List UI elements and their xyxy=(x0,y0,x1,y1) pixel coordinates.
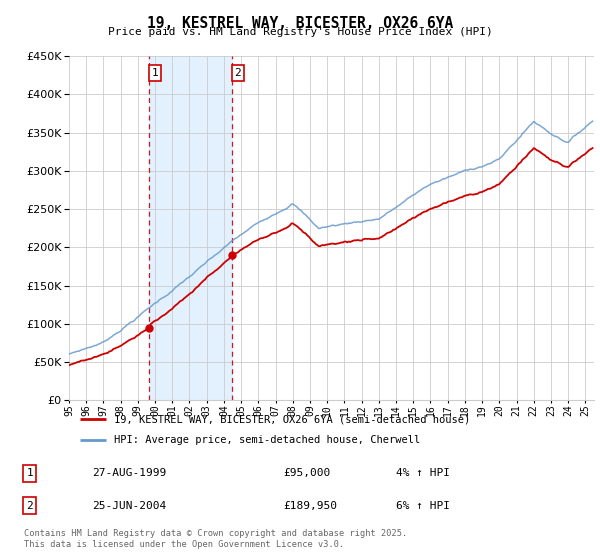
Text: Contains HM Land Registry data © Crown copyright and database right 2025.
This d: Contains HM Land Registry data © Crown c… xyxy=(24,529,407,549)
Text: 2: 2 xyxy=(26,501,33,511)
Text: 19, KESTREL WAY, BICESTER, OX26 6YA (semi-detached house): 19, KESTREL WAY, BICESTER, OX26 6YA (sem… xyxy=(113,414,470,424)
Text: 1: 1 xyxy=(152,68,158,78)
Text: £95,000: £95,000 xyxy=(283,468,331,478)
Text: Price paid vs. HM Land Registry's House Price Index (HPI): Price paid vs. HM Land Registry's House … xyxy=(107,27,493,37)
Text: 6% ↑ HPI: 6% ↑ HPI xyxy=(396,501,450,511)
Text: 27-AUG-1999: 27-AUG-1999 xyxy=(92,468,166,478)
Text: 1: 1 xyxy=(26,468,33,478)
Text: £189,950: £189,950 xyxy=(283,501,337,511)
Text: 4% ↑ HPI: 4% ↑ HPI xyxy=(396,468,450,478)
Text: 25-JUN-2004: 25-JUN-2004 xyxy=(92,501,166,511)
Bar xyxy=(149,56,232,400)
Text: 2: 2 xyxy=(235,68,241,78)
Text: 19, KESTREL WAY, BICESTER, OX26 6YA: 19, KESTREL WAY, BICESTER, OX26 6YA xyxy=(147,16,453,31)
Text: HPI: Average price, semi-detached house, Cherwell: HPI: Average price, semi-detached house,… xyxy=(113,435,420,445)
